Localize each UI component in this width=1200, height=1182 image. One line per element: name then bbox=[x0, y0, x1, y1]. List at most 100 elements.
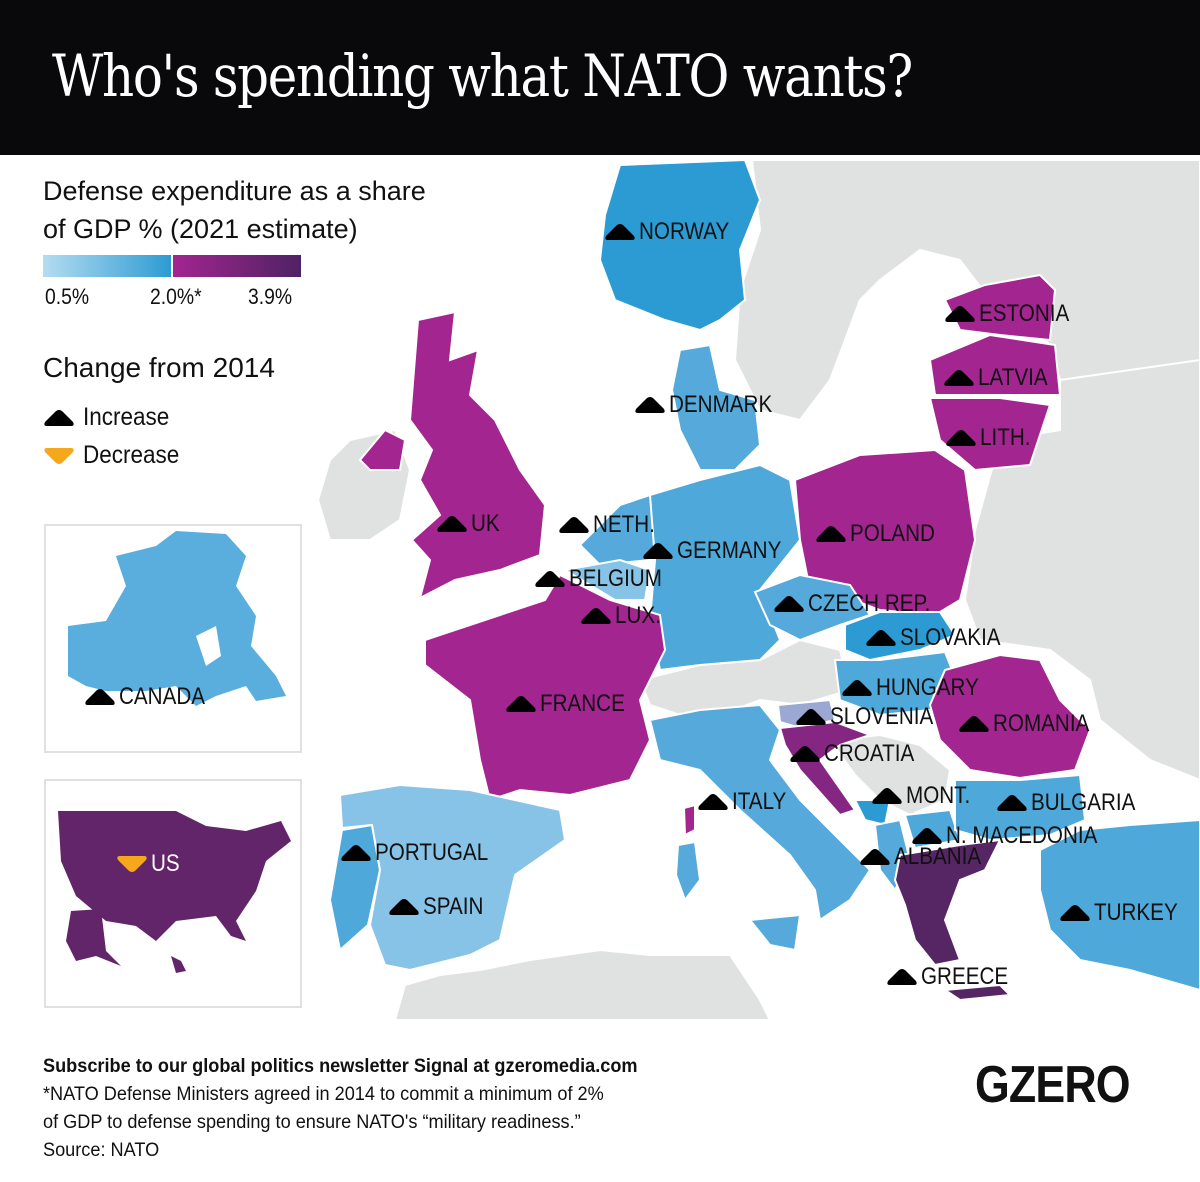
label-slovenia: SLOVENIA bbox=[795, 703, 950, 731]
decrease-arrow-icon bbox=[44, 447, 74, 464]
increase-arrow-icon bbox=[559, 517, 589, 533]
change-legend-title: Change from 2014 bbox=[43, 352, 275, 383]
increase-arrow-icon bbox=[535, 571, 565, 587]
hudson-bay bbox=[196, 626, 221, 666]
label-belgium: BELGIUM bbox=[534, 565, 677, 593]
canada-map bbox=[68, 531, 286, 706]
label-neth: NETH. bbox=[558, 511, 665, 539]
footnote-line1: *NATO Defense Ministers agreed in 2014 t… bbox=[43, 1083, 604, 1105]
color-scale-above-2pct bbox=[173, 255, 301, 277]
country-name: N. MACEDONIA bbox=[946, 822, 1098, 849]
label-germany: GERMANY bbox=[642, 537, 798, 565]
land-balkans-serbia-bosnia bbox=[828, 733, 952, 817]
country-name: ESTONIA bbox=[979, 300, 1070, 327]
increase-arrow-icon bbox=[1060, 905, 1090, 921]
country-sicily bbox=[748, 913, 802, 952]
header-bar: Who's spending what NATO wants? bbox=[0, 0, 1200, 155]
color-scale-below-2pct bbox=[43, 255, 171, 277]
country-romania bbox=[928, 653, 1092, 780]
canada-shape bbox=[68, 531, 286, 706]
country-northern-ireland bbox=[358, 428, 407, 471]
legend-decrease: Decrease bbox=[43, 441, 190, 470]
label-us: US bbox=[116, 850, 184, 878]
country-czech bbox=[753, 573, 872, 642]
increase-arrow-icon bbox=[816, 526, 846, 542]
country-france bbox=[424, 573, 667, 802]
country-uk bbox=[408, 310, 547, 600]
increase-arrow-icon bbox=[437, 516, 467, 532]
label-albania: ALBANIA bbox=[859, 843, 995, 871]
country-name: ROMANIA bbox=[993, 710, 1090, 737]
label-slovakia: SLOVAKIA bbox=[865, 624, 1017, 652]
country-corsica bbox=[682, 803, 696, 837]
color-scale bbox=[43, 255, 301, 277]
increase-arrow-icon bbox=[790, 746, 820, 762]
label-lux: LUX. bbox=[580, 602, 668, 630]
source-text: Source: NATO bbox=[43, 1139, 160, 1161]
country-name: HUNGARY bbox=[876, 674, 979, 701]
footnote-line2: of GDP to defense spending to ensure NAT… bbox=[43, 1111, 581, 1133]
increase-arrow-icon bbox=[796, 709, 826, 725]
increase-arrow-icon bbox=[887, 969, 917, 985]
europe-map bbox=[316, 158, 1200, 1021]
increase-arrow-icon bbox=[643, 543, 673, 559]
country-spain bbox=[338, 783, 567, 972]
country-denmark bbox=[670, 343, 762, 471]
label-poland: POLAND bbox=[815, 520, 949, 548]
country-name: MONT. bbox=[906, 782, 971, 809]
increase-arrow-icon bbox=[997, 795, 1027, 811]
country-estonia bbox=[943, 273, 1057, 342]
label-denmark: DENMARK bbox=[634, 391, 789, 419]
country-name: TURKEY bbox=[1094, 899, 1178, 926]
label-italy: ITALY bbox=[697, 788, 795, 816]
legend-title-line1: Defense expenditure as a share bbox=[43, 176, 426, 206]
decrease-arrow-icon bbox=[117, 856, 147, 872]
country-name: LATVIA bbox=[978, 364, 1048, 391]
label-spain: SPAIN bbox=[388, 893, 493, 921]
country-crete bbox=[942, 983, 1013, 1002]
us-inset bbox=[44, 779, 302, 1008]
country-name: ITALY bbox=[732, 788, 787, 815]
increase-arrow-icon bbox=[389, 899, 419, 915]
increase-arrow-icon bbox=[842, 680, 872, 696]
country-name: ALBANIA bbox=[894, 843, 982, 870]
label-bulgaria: BULGARIA bbox=[996, 789, 1152, 817]
label-portugal: PORTUGAL bbox=[340, 839, 507, 867]
country-name: SLOVAKIA bbox=[900, 624, 1001, 651]
scale-tick-high: 3.9% bbox=[248, 284, 293, 309]
legend-title: Defense expenditure as a share of GDP % … bbox=[43, 172, 426, 248]
label-mont: MONT. bbox=[871, 782, 981, 810]
country-name: NETH. bbox=[593, 511, 655, 538]
legend-increase-label: Increase bbox=[83, 403, 170, 431]
canada-inset bbox=[44, 524, 302, 753]
scale-tick-low: 0.5% bbox=[45, 284, 90, 309]
country-name: SLOVENIA bbox=[830, 703, 934, 730]
country-name: NORWAY bbox=[639, 218, 730, 245]
increase-arrow-icon bbox=[506, 696, 536, 712]
country-name: PORTUGAL bbox=[375, 839, 489, 866]
increase-arrow-icon bbox=[912, 828, 942, 844]
us-map bbox=[58, 811, 291, 973]
country-name: CZECH REP. bbox=[808, 590, 931, 617]
label-canada: CANADA bbox=[84, 683, 219, 711]
increase-arrow-icon bbox=[635, 397, 665, 413]
subscribe-text: Subscribe to our global politics newslet… bbox=[43, 1055, 638, 1077]
country-name: BULGARIA bbox=[1031, 789, 1136, 816]
increase-arrow-icon bbox=[959, 716, 989, 732]
increase-arrow-icon bbox=[85, 689, 115, 705]
country-name: SPAIN bbox=[423, 893, 484, 920]
label-france: FRANCE bbox=[505, 690, 639, 718]
country-sardinia bbox=[674, 840, 702, 903]
increase-arrow-icon bbox=[44, 409, 74, 426]
country-slovakia bbox=[844, 611, 957, 662]
country-name: GERMANY bbox=[677, 537, 782, 564]
country-turkey bbox=[1039, 818, 1200, 992]
increase-arrow-icon bbox=[581, 608, 611, 624]
label-croatia: CROATIA bbox=[789, 740, 929, 768]
label-latvia: LATVIA bbox=[943, 364, 1059, 392]
gzero-logo: GZERO bbox=[975, 1056, 1131, 1114]
increase-arrow-icon bbox=[946, 430, 976, 446]
label-lith: LITH. bbox=[945, 424, 1039, 452]
country-name: LITH. bbox=[980, 424, 1031, 451]
country-name: CROATIA bbox=[824, 740, 915, 767]
